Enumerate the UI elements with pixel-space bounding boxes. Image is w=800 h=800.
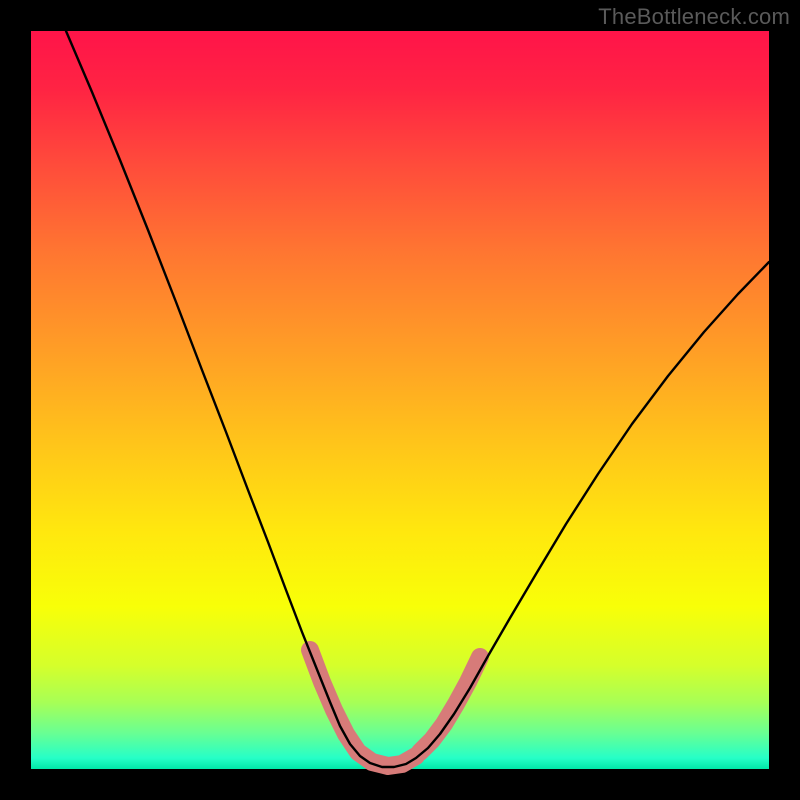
watermark-text: TheBottleneck.com [598, 4, 790, 30]
chart-stage: TheBottleneck.com [0, 0, 800, 800]
plot-background [31, 31, 769, 769]
chart-svg [0, 0, 800, 800]
